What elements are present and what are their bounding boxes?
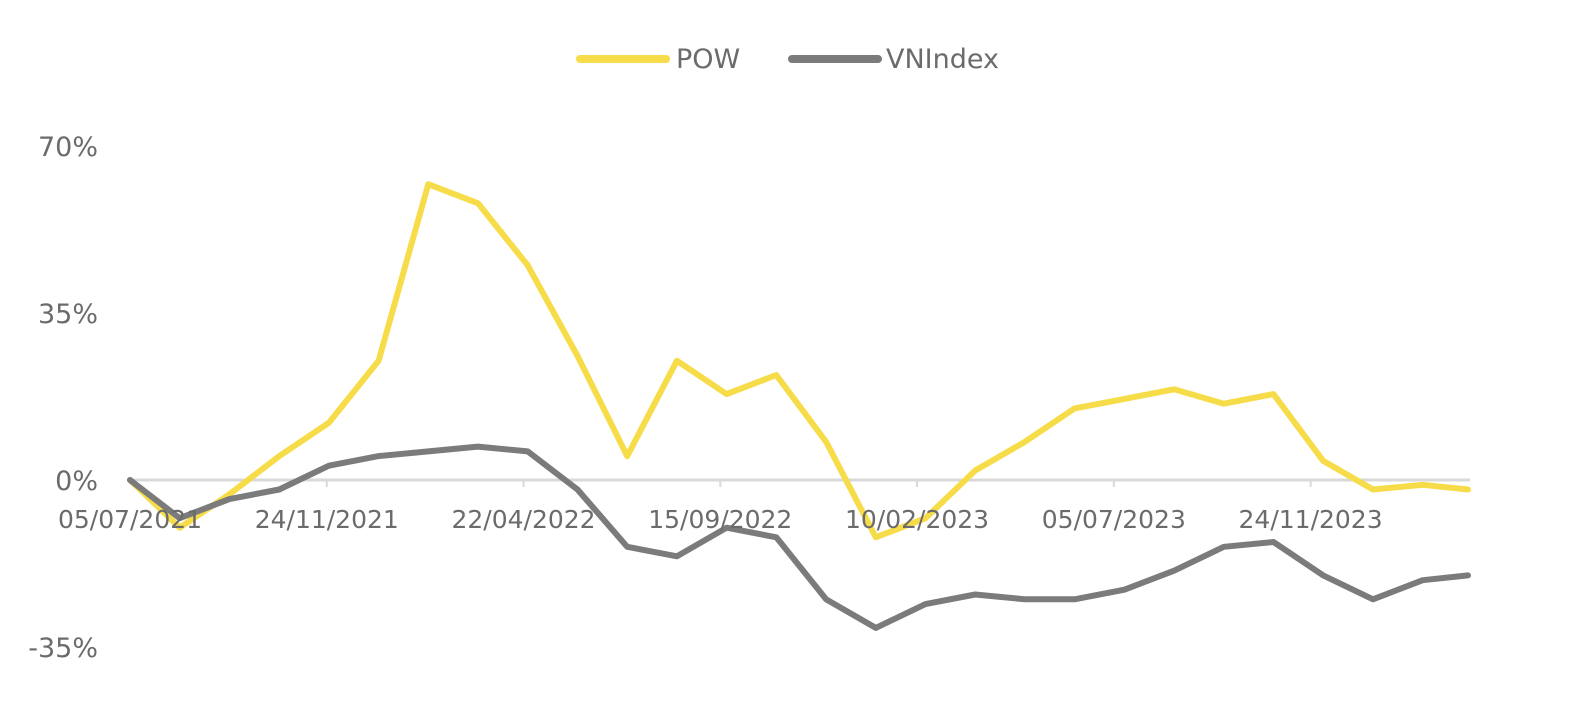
series-lines xyxy=(127,181,1471,631)
x-axis-tick-marks xyxy=(325,480,1312,487)
x-tick-label: 22/04/2022 xyxy=(451,505,595,534)
x-tick-label: 05/07/2021 xyxy=(58,505,202,534)
series-line-vnindex xyxy=(127,443,1471,631)
y-tick-label: 0% xyxy=(55,466,98,497)
x-tick-label: 24/11/2021 xyxy=(255,505,399,534)
y-tick-label: 70% xyxy=(38,132,98,163)
legend-label-vnindex: VNIndex xyxy=(886,44,999,75)
x-tick-label: 10/02/2023 xyxy=(845,505,989,534)
y-tick-label: -35% xyxy=(28,633,98,664)
legend-label-pow: POW xyxy=(676,44,740,75)
y-axis-ticks: 70% 35% 0% -35% xyxy=(28,132,98,664)
legend: POW VNIndex xyxy=(576,44,999,75)
series-line-pow xyxy=(127,181,1471,541)
x-tick-label: 24/11/2023 xyxy=(1239,505,1383,534)
x-axis-labels: 05/07/2021 24/11/2021 22/04/2022 15/09/2022… xyxy=(58,505,1383,534)
y-tick-label: 35% xyxy=(38,299,98,330)
x-tick-label: 05/07/2023 xyxy=(1042,505,1186,534)
x-tick-label: 15/09/2022 xyxy=(648,505,792,534)
